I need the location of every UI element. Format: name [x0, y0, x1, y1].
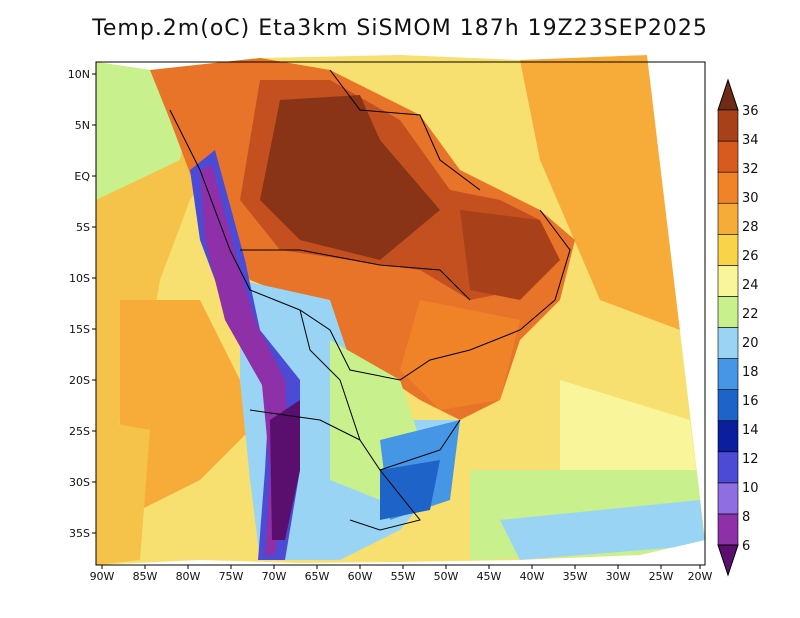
colorbar-segment — [717, 109, 739, 142]
colorbar-segment — [717, 482, 739, 515]
lon-label: 50W — [434, 570, 459, 583]
lat-label: 15S — [69, 323, 90, 336]
lon-label: 40W — [520, 570, 545, 583]
lon-label: 55W — [391, 570, 416, 583]
colorbar-label: 8 — [742, 510, 750, 525]
colorbar-segment — [717, 451, 739, 484]
lon-label: 80W — [176, 570, 201, 583]
lon-label: 60W — [348, 570, 373, 583]
colorbar-label: 26 — [742, 249, 759, 264]
lat-label: 5N — [75, 119, 90, 132]
colorbar-label: 6 — [742, 539, 750, 554]
map-frame — [95, 61, 706, 566]
colorbar-segment — [717, 171, 739, 204]
colorbar-segment — [717, 202, 739, 235]
lat-label: 35S — [69, 527, 90, 540]
lat-label: 10S — [69, 272, 90, 285]
map-domain — [96, 55, 705, 565]
colorbar-label: 14 — [742, 423, 759, 438]
lon-label: 65W — [305, 570, 330, 583]
colorbar-label: 34 — [742, 133, 759, 148]
colorbar-segment — [717, 389, 739, 422]
colorbar-label: 32 — [742, 162, 759, 177]
lat-label: 10N — [68, 68, 90, 81]
lon-label: 45W — [477, 570, 502, 583]
colorbar: 6 8 10 12 14 16 18 20 22 24 26 28 30 32 34 36 — [717, 78, 759, 577]
colorbar-label: 10 — [742, 481, 759, 496]
lon-axis — [101, 565, 701, 569]
colorbar-max-arrow — [717, 78, 739, 111]
colorbar-label: 20 — [742, 336, 759, 351]
colorbar-label: 22 — [742, 307, 759, 322]
lon-label: 70W — [262, 570, 287, 583]
lat-axis — [92, 73, 96, 534]
colorbar-segment — [717, 358, 739, 390]
lat-label: 25S — [69, 425, 90, 438]
colorbar-segment — [717, 233, 739, 266]
lon-label: 75W — [219, 570, 244, 583]
colorbar-segment — [717, 420, 739, 453]
lat-label: 30S — [69, 476, 90, 489]
lon-label: 25W — [649, 570, 674, 583]
colorbar-segment — [717, 327, 739, 359]
lon-label: 30W — [606, 570, 631, 583]
colorbar-segment — [717, 140, 739, 173]
colorbar-label: 12 — [742, 452, 759, 467]
lon-label: 35W — [563, 570, 588, 583]
colorbar-segment — [717, 513, 739, 546]
colorbar-label: 24 — [742, 278, 759, 293]
colorbar-segment — [717, 296, 739, 328]
lon-label: 85W — [133, 570, 158, 583]
colorbar-label: 28 — [742, 220, 759, 235]
lat-label: EQ — [74, 170, 90, 183]
lon-label: 20W — [688, 570, 713, 583]
lat-label: 5S — [76, 221, 90, 234]
colorbar-label: 30 — [742, 191, 759, 206]
colorbar-segment — [717, 265, 739, 297]
colorbar-label: 16 — [742, 394, 759, 409]
colorbar-label: 18 — [742, 365, 759, 380]
boundaries — [169, 69, 571, 531]
map-title: Temp.2m(oC) Eta3km SiSMOM 187h 19Z23SEP2… — [92, 16, 708, 41]
lat-label: 20S — [69, 374, 90, 387]
lon-label: 90W — [90, 570, 115, 583]
colorbar-label: 36 — [742, 104, 759, 119]
colorbar-min-arrow — [717, 544, 739, 577]
